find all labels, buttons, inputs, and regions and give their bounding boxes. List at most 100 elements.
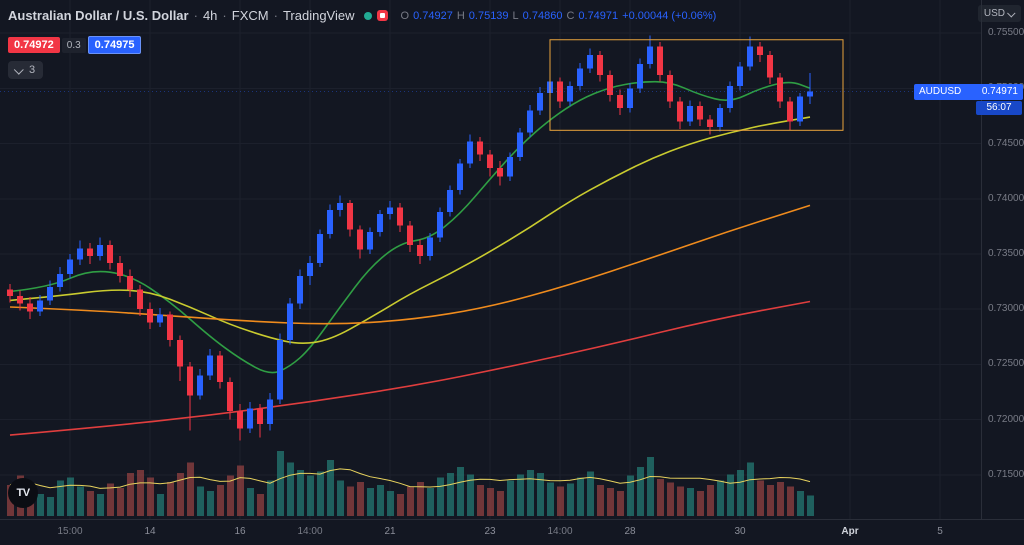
volume-bar	[777, 481, 784, 516]
candle-body	[517, 132, 523, 157]
volume-bar	[357, 481, 364, 516]
volume-bar	[257, 493, 264, 516]
volume-bar	[587, 471, 594, 516]
hidden-indicators-count: 3	[29, 64, 36, 76]
volume-bar	[237, 465, 244, 516]
volume-bar	[617, 490, 624, 516]
rectangle-drawing[interactable]	[549, 39, 844, 131]
candle-body	[427, 237, 433, 257]
ohlc-values: O 0.74927 H 0.75139 L 0.74860 C 0.74971 …	[401, 10, 717, 22]
time-axis-label: 28	[624, 526, 636, 537]
volume-bar	[307, 475, 314, 516]
bid-ask-widget: 0.74972 0.3 0.74975	[8, 36, 142, 54]
brand-label: TradingView	[282, 8, 355, 23]
candle-body	[297, 276, 303, 304]
volume-bar	[557, 486, 564, 516]
candle-body	[107, 245, 113, 263]
candle-body	[437, 212, 443, 238]
candle-body	[487, 154, 493, 168]
price-axis-label: 0.74000	[988, 192, 1024, 204]
price-axis-label: 0.72500	[988, 358, 1024, 370]
volume-bar	[797, 490, 804, 516]
volume-bar	[327, 459, 334, 516]
time-axis-label: 14:00	[297, 526, 323, 537]
candle-body	[157, 314, 163, 323]
time-axis-label: 16	[234, 526, 246, 537]
candle-body	[617, 94, 623, 109]
candle-body	[507, 156, 513, 177]
candle-countdown: 56:07	[976, 100, 1022, 115]
high-value: 0.75139	[468, 9, 509, 22]
volume-bar	[37, 493, 44, 516]
ma-fast-green	[9, 80, 811, 374]
tradingview-logo[interactable]: TV	[8, 478, 38, 508]
tag-symbol: AUDUSD	[919, 86, 962, 98]
volume-bar	[677, 486, 684, 516]
volume-bars	[7, 450, 814, 516]
currency-toggle-button[interactable]: USD	[977, 5, 1021, 22]
volume-bar	[337, 480, 344, 516]
last-price-tag: AUDUSD 0.74971	[914, 83, 1023, 100]
ma-medium-yellow	[9, 116, 811, 344]
volume-bar	[807, 495, 814, 516]
candle-body	[267, 399, 273, 425]
time-axis-label: 14	[144, 526, 156, 537]
symbol-title[interactable]: Australian Dollar / U.S. Dollar	[8, 8, 189, 23]
candle-body	[557, 81, 563, 102]
volume-bar	[227, 475, 234, 516]
candle-body	[657, 46, 663, 76]
time-axis[interactable]: 15:00 14 16 14:00 21 23 14:00 28 30 Apr 5	[0, 519, 1024, 545]
candle-body	[407, 225, 413, 246]
price-axis-label: 0.75500	[988, 27, 1024, 39]
candle-body	[687, 106, 693, 122]
volume-bar	[147, 477, 154, 516]
volume-bar	[747, 462, 754, 516]
candle-body	[737, 66, 743, 87]
volume-bar	[767, 484, 774, 516]
candle-body	[677, 101, 683, 122]
candle-body	[607, 75, 613, 95]
time-axis-label: 23	[484, 526, 496, 537]
volume-bar	[647, 456, 654, 516]
chart-canvas[interactable]	[0, 0, 981, 519]
price-axis-label: 0.73000	[988, 303, 1024, 315]
volume-bar	[317, 471, 324, 516]
candle-body	[597, 55, 603, 76]
candle-body	[697, 106, 703, 120]
sell-button[interactable]: 0.74972	[8, 37, 60, 53]
interval-label[interactable]: 4h	[202, 8, 218, 23]
volume-bar	[487, 487, 494, 516]
legend-collapse-button[interactable]: 3	[8, 61, 44, 79]
time-axis-label: 21	[384, 526, 396, 537]
price-axis-label: 0.74500	[988, 137, 1024, 149]
candle-body	[537, 92, 543, 111]
buy-button[interactable]: 0.74975	[87, 36, 142, 54]
candle-body	[197, 375, 203, 396]
close-label: C	[566, 9, 575, 22]
candle-body	[567, 86, 573, 102]
candle-body	[57, 273, 63, 288]
ma-fast-green-layer	[9, 80, 811, 374]
volume-bar	[87, 490, 94, 516]
volume-bar	[367, 487, 374, 516]
tag-price: 0.74971	[981, 86, 1018, 98]
candle-body	[17, 295, 23, 304]
chart-pane[interactable]: Australian Dollar / U.S. Dollar · 4h · F…	[0, 0, 981, 519]
candle-body	[117, 262, 123, 277]
candle-body	[647, 46, 653, 65]
chevron-down-icon	[13, 64, 24, 75]
open-value: 0.74927	[413, 9, 453, 22]
volume-ma-line	[9, 468, 811, 489]
candle-body	[227, 382, 233, 411]
volume-bar	[67, 477, 74, 516]
volume-bar	[547, 482, 554, 516]
separator-dot: ·	[222, 8, 227, 23]
candle-body	[147, 309, 153, 323]
high-label: H	[456, 9, 465, 22]
volume-bar	[197, 486, 204, 516]
price-axis[interactable]: USD 0.755000.750000.745000.740000.735000…	[914, 0, 1024, 519]
volume-bar	[787, 486, 794, 516]
volume-bar	[627, 475, 634, 516]
volume-bar	[157, 493, 164, 516]
